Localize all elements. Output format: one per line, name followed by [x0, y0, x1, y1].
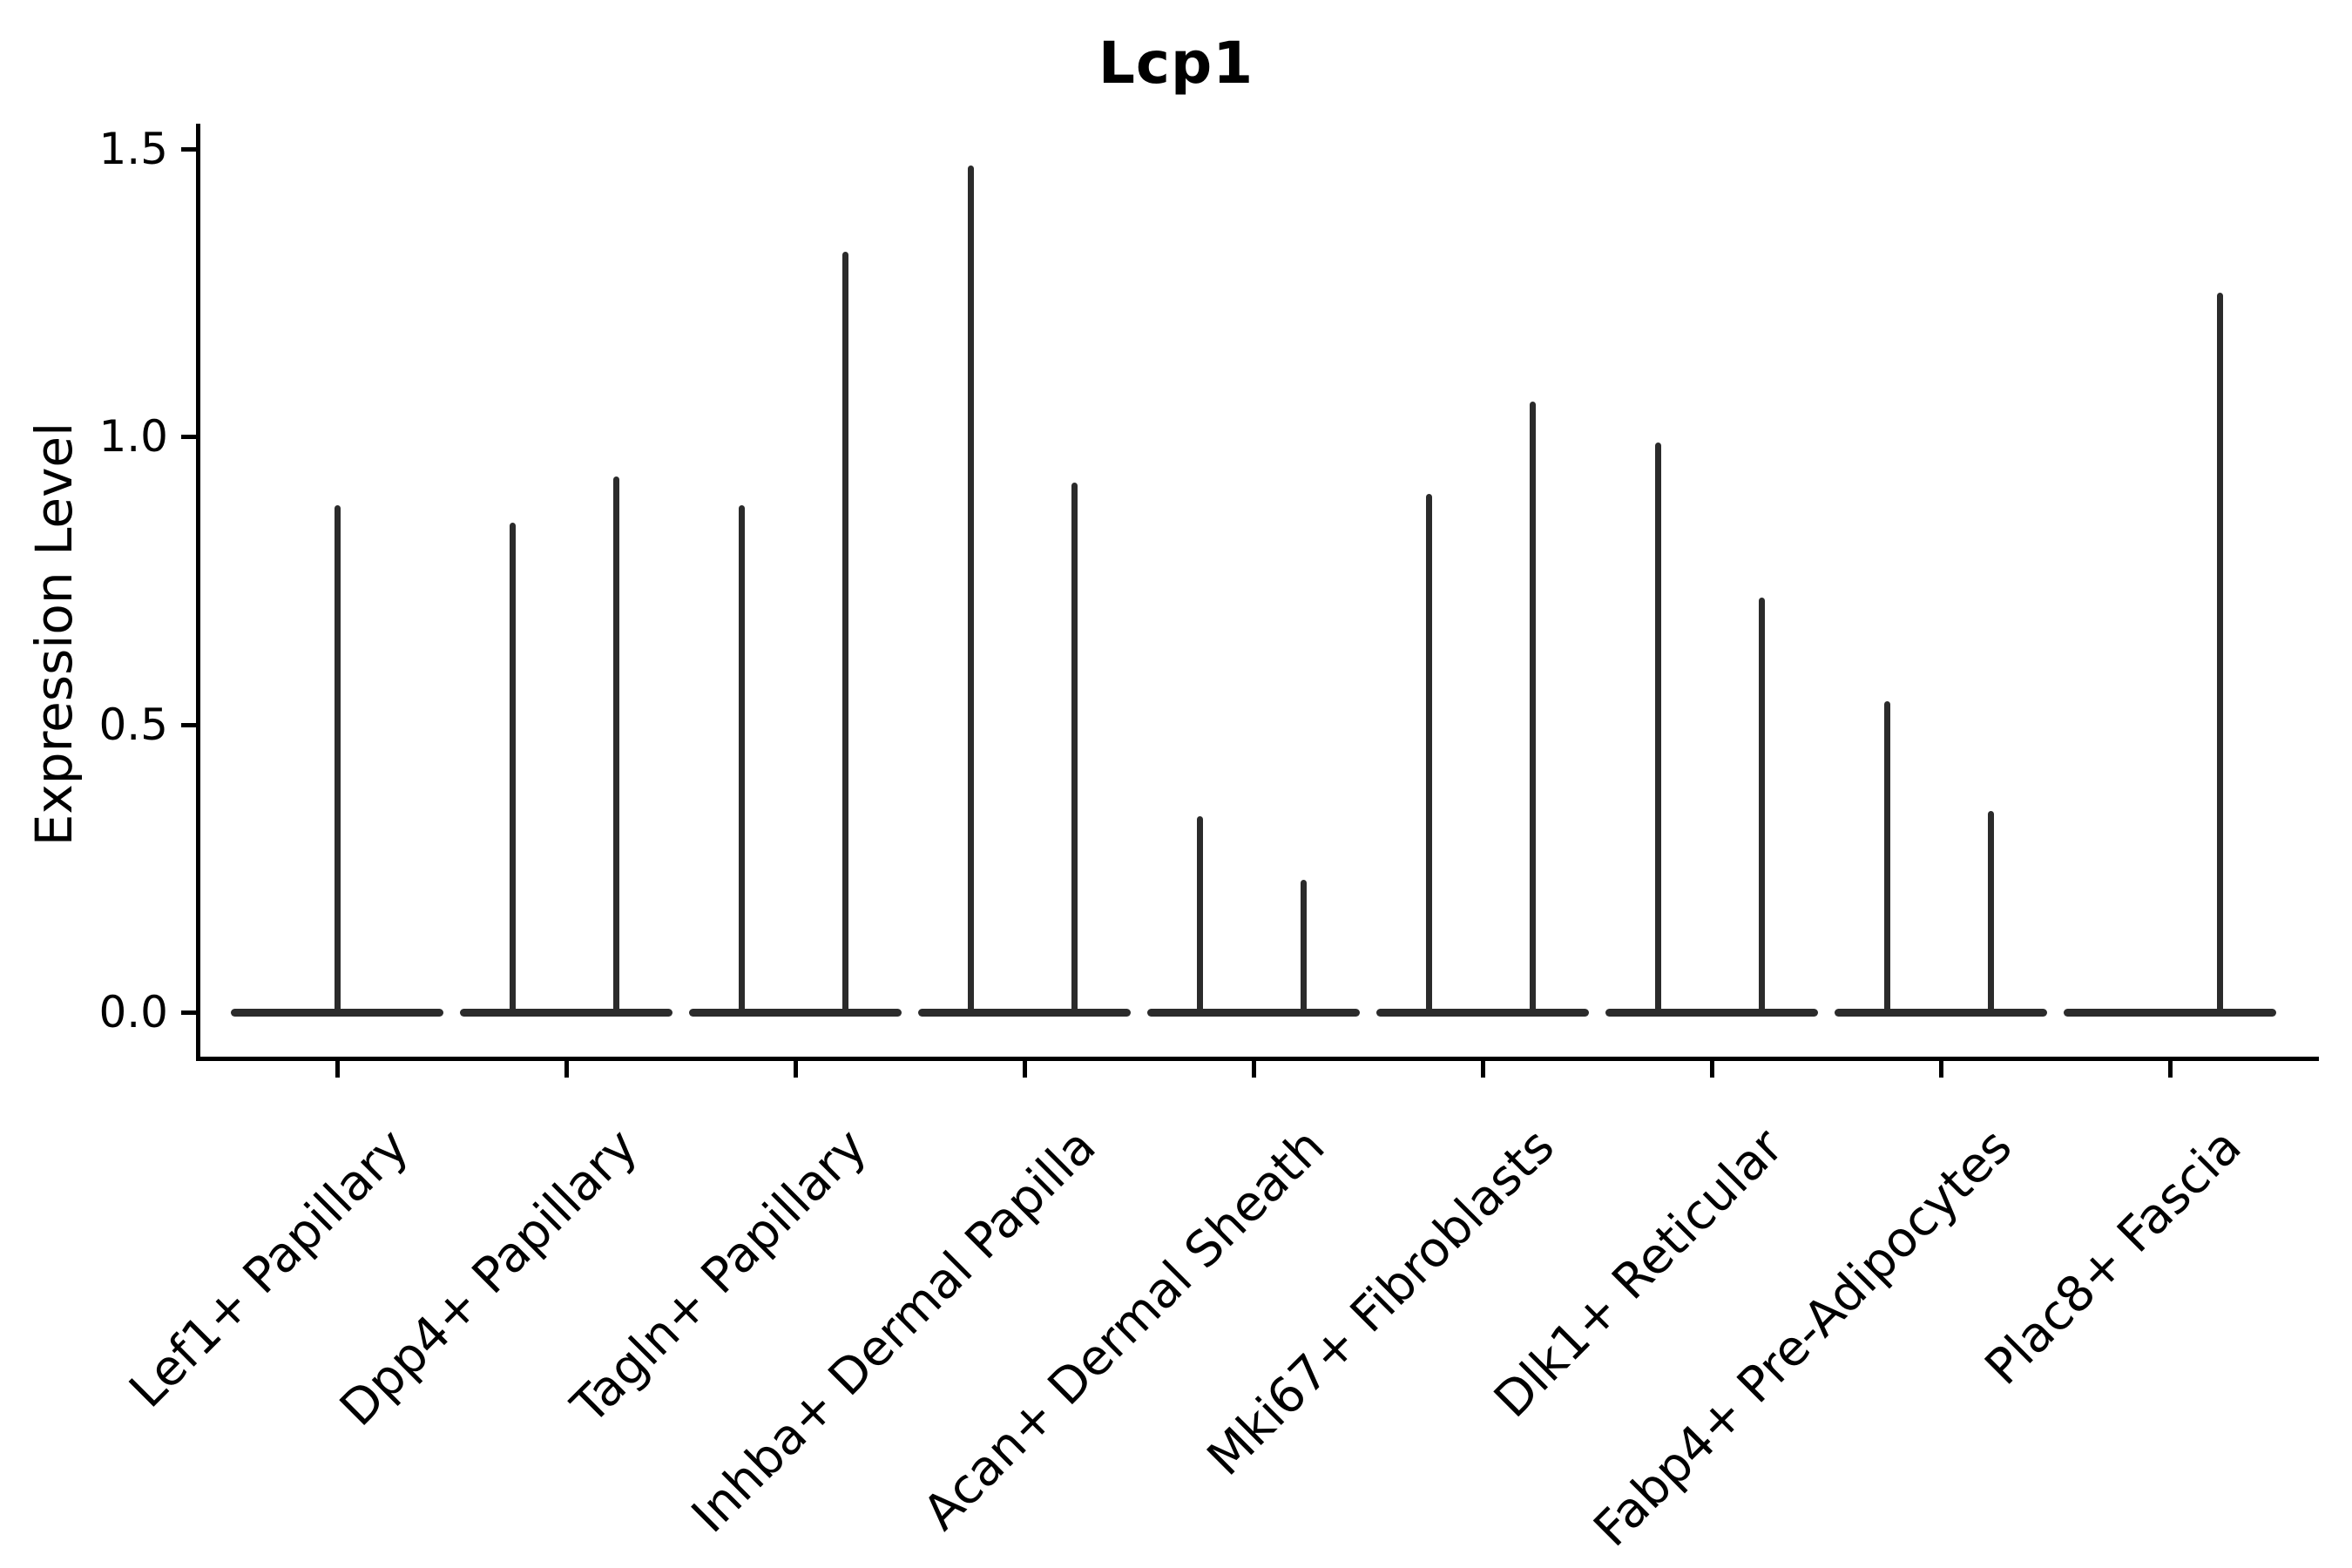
violin-spike	[1655, 442, 1662, 1017]
y-tick	[181, 435, 196, 439]
violin-spike	[510, 523, 517, 1017]
x-tick	[564, 1061, 569, 1078]
violin-base	[460, 1008, 672, 1017]
violin-spike	[1987, 810, 1994, 1017]
violin-spike	[1426, 494, 1433, 1017]
violin-spike	[1300, 879, 1307, 1017]
chart-title: Lcp1	[1098, 30, 1254, 97]
violin-spike	[1884, 701, 1891, 1017]
violin-spike	[612, 476, 619, 1017]
y-tick-label: 1.0	[98, 411, 168, 462]
x-tick	[1252, 1061, 1256, 1078]
violin-spike	[334, 505, 341, 1017]
x-tick	[1023, 1061, 1027, 1078]
violin-spike	[1071, 482, 1078, 1017]
x-tick	[1481, 1061, 1485, 1078]
y-tick	[181, 1010, 196, 1015]
violin-base	[2064, 1008, 2276, 1017]
x-tick	[794, 1061, 798, 1078]
violin-base	[1835, 1008, 2047, 1017]
x-tick	[1710, 1061, 1714, 1078]
violin-base	[1376, 1008, 1589, 1017]
violin-spike	[968, 166, 975, 1017]
violin-base	[689, 1008, 902, 1017]
x-tick-label: Fabp4+ Pre-Adipocytes	[1583, 1118, 2024, 1558]
violin-spike	[1529, 402, 1536, 1017]
violin-base	[1605, 1008, 1818, 1017]
violin-base	[918, 1008, 1131, 1017]
x-tick	[335, 1061, 340, 1078]
y-tick	[181, 146, 196, 152]
violin-spike	[841, 252, 848, 1017]
x-tick-label: Inhba+ Dermal Papilla	[680, 1118, 1107, 1544]
violin-spike	[739, 505, 746, 1017]
y-tick	[181, 722, 196, 727]
violin-spike	[1197, 816, 1204, 1017]
y-axis-spine	[196, 124, 200, 1061]
x-tick	[2168, 1061, 2173, 1078]
violin-spike	[2216, 292, 2223, 1017]
violin-base	[1147, 1008, 1360, 1017]
x-axis-spine	[196, 1057, 2319, 1061]
x-tick	[1939, 1061, 1943, 1078]
violin-spike	[1758, 598, 1765, 1017]
y-tick-label: 0.0	[98, 987, 168, 1037]
y-tick-label: 0.5	[98, 699, 168, 750]
x-tick-label: Acan+ Dermal Sheath	[912, 1118, 1336, 1542]
y-tick-label: 1.5	[98, 123, 168, 174]
